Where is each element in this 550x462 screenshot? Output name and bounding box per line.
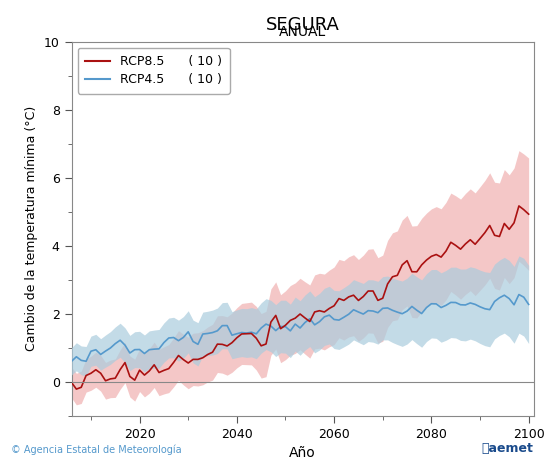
Text: © Agencia Estatal de Meteorología: © Agencia Estatal de Meteorología xyxy=(11,444,182,455)
Text: 🐦aemet: 🐦aemet xyxy=(482,442,534,455)
Legend: RCP8.5      ( 10 ), RCP4.5      ( 10 ): RCP8.5 ( 10 ), RCP4.5 ( 10 ) xyxy=(78,48,230,94)
Y-axis label: Cambio de la temperatura mínima (°C): Cambio de la temperatura mínima (°C) xyxy=(25,106,39,351)
Text: ANUAL: ANUAL xyxy=(279,25,326,39)
Text: SEGURA: SEGURA xyxy=(266,16,339,34)
X-axis label: Año: Año xyxy=(289,446,316,460)
